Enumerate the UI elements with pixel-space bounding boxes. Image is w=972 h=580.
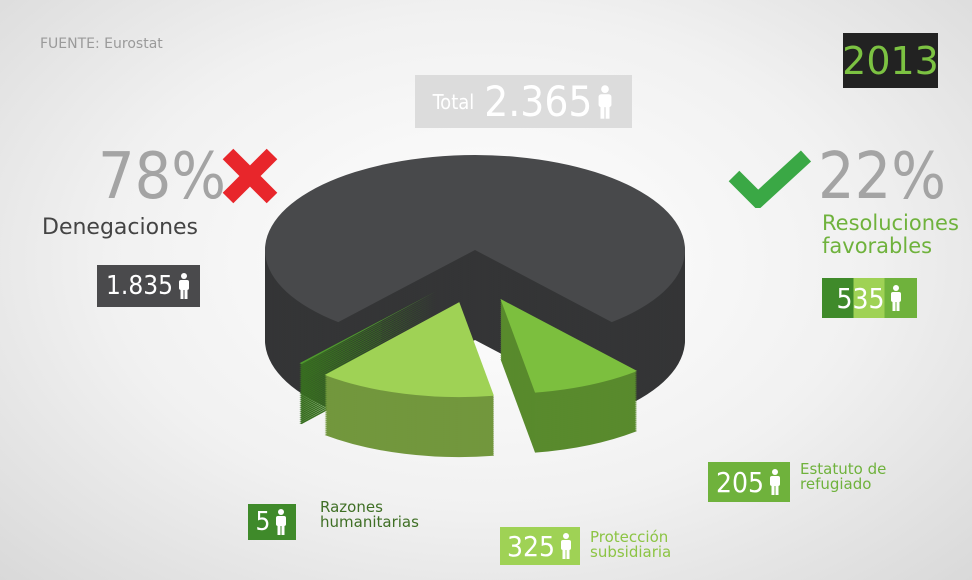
favor-percent: 22% — [818, 140, 946, 214]
slice-side — [299, 295, 437, 369]
slice-side — [299, 301, 437, 375]
deny-box: 1.835 — [97, 265, 200, 307]
person-icon — [178, 273, 189, 299]
total-box: Total 2.365 — [415, 75, 632, 128]
favor-box: 535 — [822, 278, 917, 318]
cat-label: Protección subsidiaria — [590, 528, 672, 561]
check-icon — [728, 150, 812, 208]
year-badge: 2013 — [842, 33, 939, 88]
slice-side — [299, 293, 437, 367]
favor-label: Resoluciones favorables — [822, 211, 959, 258]
person-icon — [890, 285, 901, 311]
source: FUENTE: Eurostat — [40, 36, 163, 52]
slice-side — [299, 297, 437, 371]
person-icon — [598, 84, 612, 119]
slice-side — [299, 313, 437, 387]
slice-side — [299, 303, 437, 377]
favor-value: 535 — [836, 281, 885, 315]
slice-top — [265, 155, 685, 323]
cat-value: 5 — [255, 507, 271, 537]
cat-label: Razones humanitarias — [320, 498, 419, 531]
total-label: Total — [432, 89, 475, 114]
slice-side — [299, 311, 437, 385]
person-icon — [561, 533, 572, 559]
slice — [500, 298, 638, 453]
person-icon — [276, 509, 287, 535]
slice-top — [324, 302, 494, 398]
slice-side — [299, 305, 437, 379]
cross-icon — [222, 148, 278, 204]
slice-top — [500, 298, 638, 393]
total-value: 2.365 — [484, 77, 593, 126]
deny-label: Denegaciones — [42, 215, 199, 240]
cat-box: 325 — [500, 527, 580, 565]
deny-percent: 78% — [98, 140, 226, 214]
cat-box: 5 — [248, 504, 296, 540]
cat-label: Estatuto de refugiado — [800, 460, 887, 493]
deny-value: 1.835 — [106, 271, 173, 301]
cat-value: 325 — [506, 529, 556, 563]
slice-side — [299, 309, 437, 383]
slice — [324, 302, 494, 458]
slice-side — [299, 299, 437, 373]
slice-top — [299, 291, 437, 365]
person-icon — [770, 469, 781, 495]
slice-side — [299, 307, 437, 381]
cat-box: 205 — [708, 462, 790, 502]
cat-value: 205 — [715, 465, 765, 499]
